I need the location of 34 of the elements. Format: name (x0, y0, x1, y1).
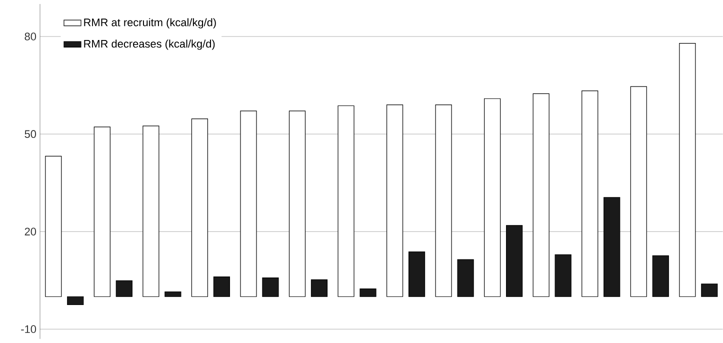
bar (310, 279, 328, 297)
bar (191, 118, 208, 297)
bar (582, 90, 598, 297)
bar (408, 252, 426, 297)
bar (45, 156, 62, 297)
bar (604, 197, 620, 297)
y-tick-label: -10 (21, 325, 36, 334)
bar (360, 288, 376, 297)
bar (701, 284, 718, 297)
bar (142, 126, 160, 297)
bar (213, 276, 230, 297)
bar (262, 278, 279, 297)
bar (338, 106, 354, 297)
bar (67, 296, 84, 306)
bar (652, 255, 669, 297)
bar (554, 254, 572, 297)
bar (164, 291, 182, 297)
bar (679, 43, 696, 297)
legend-label: RMR decreases (kcal/kg/d) (84, 40, 215, 50)
bar (240, 110, 257, 297)
bar (506, 225, 523, 297)
bar (386, 104, 404, 297)
bar (435, 104, 452, 297)
bar (94, 126, 110, 297)
bar (457, 259, 474, 297)
y-tick-label: 50 (24, 130, 36, 138)
legend-label: RMR at recruitm (kcal/kg/d) (84, 18, 216, 28)
bar (484, 98, 501, 297)
y-tick-label: 80 (24, 32, 36, 40)
bar (532, 93, 550, 297)
bar (116, 280, 132, 297)
y-tick-label: 20 (24, 228, 36, 236)
bar (630, 86, 647, 297)
bar (288, 110, 306, 297)
